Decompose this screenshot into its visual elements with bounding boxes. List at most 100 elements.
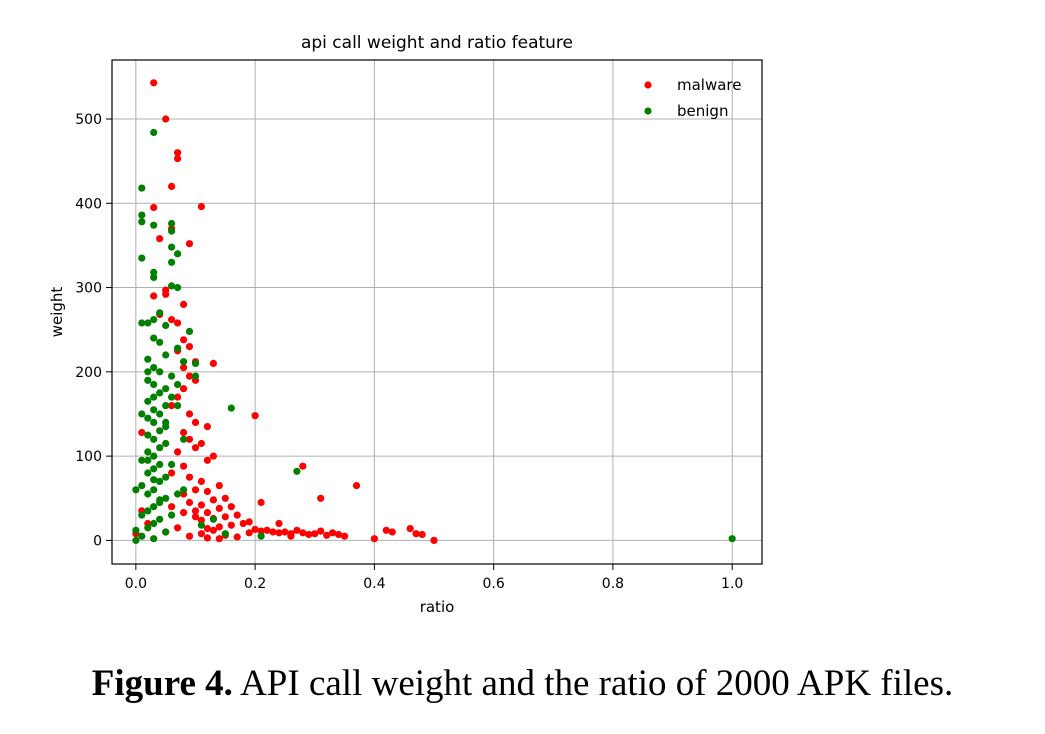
malware-point [221,494,229,502]
benign-point [150,128,158,137]
benign-point [197,521,205,529]
malware-point [311,530,319,538]
benign-point [150,476,158,484]
x-tick-label: 0.6 [483,576,505,592]
malware-point [317,494,325,502]
malware-point [180,336,188,344]
malware-point [412,530,420,538]
legend-label-benign: benign [677,102,728,120]
benign-point [156,338,164,346]
x-tick-label: 0.0 [125,576,147,592]
malware-point [185,343,194,351]
benign-point [138,319,146,327]
malware-point [185,498,194,507]
malware-point [191,486,200,494]
malware-point [209,359,217,367]
benign-point [150,503,158,511]
benign-point [168,219,176,228]
benign-point [144,469,152,477]
malware-point [418,530,426,539]
malware-point [168,402,176,410]
y-tick-label: 100 [75,449,102,465]
malware-point [197,501,205,509]
malware-point [388,528,396,536]
caption-text: API call weight and the ratio of 2000 AP… [232,663,954,704]
benign-point [144,524,152,532]
benign-point [221,530,229,538]
malware-point [299,462,307,470]
benign-point [191,359,200,367]
data-points [132,79,736,545]
malware-point [180,300,188,308]
x-tick-label: 0.8 [602,576,624,592]
malware-point [162,290,170,298]
malware-point [215,535,223,543]
malware-point [150,79,158,87]
malware-point [275,519,283,528]
benign-point [150,316,158,324]
benign-point [150,486,158,494]
benign-point [162,418,170,426]
benign-point [150,393,158,401]
benign-point [150,334,158,342]
benign-point [150,519,158,528]
benign-point [144,490,152,498]
benign-point [227,404,235,412]
malware-point [185,435,194,443]
benign-point [132,486,140,494]
benign-point [138,410,146,418]
malware-point [227,521,235,529]
y-tick-label: 500 [75,112,102,128]
benign-point [144,431,152,439]
benign-point [144,414,152,422]
malware-point [370,535,378,543]
benign-point [180,486,188,494]
benign-point [132,536,140,545]
malware-point [251,525,259,534]
malware-point [227,503,235,511]
benign-point [162,473,170,481]
benign-point [138,218,146,226]
malware-point [209,496,217,504]
malware-point [197,530,205,538]
malware-point [197,477,205,485]
malware-point [150,292,158,300]
malware-point [174,448,182,456]
malware-point [180,508,188,517]
legend-marker-benign [644,107,652,115]
plot-frame [111,59,763,565]
malware-point [299,529,307,537]
malware-point [168,503,176,511]
malware-point [329,529,337,537]
benign-point [728,535,736,543]
malware-point [185,473,194,481]
benign-point [162,528,170,536]
malware-point [197,203,205,211]
benign-point [150,435,158,443]
malware-point [174,393,182,401]
series-benign [132,128,736,545]
malware-point [215,523,223,531]
malware-point [203,534,211,542]
benign-point [156,477,164,485]
benign-point [162,351,170,359]
x-tick-label: 0.4 [363,576,385,592]
benign-point [168,243,176,251]
malware-point [168,182,176,190]
malware-point [191,418,200,426]
malware-point [221,513,229,521]
benign-point [144,456,152,464]
scatter-chart: 0.0 0.2 0.4 0.6 0.8 1.0 0 100 200 300 400 500 api c… [48,33,763,616]
benign-point [162,439,170,448]
malware-point [180,462,188,470]
malware-point [257,498,265,507]
benign-point [156,515,164,523]
malware-point [215,482,223,490]
malware-point [335,530,343,539]
x-tick-label: 1.0 [721,576,743,592]
malware-point [168,316,176,324]
benign-point [144,319,152,327]
malware-point [174,319,182,327]
malware-point [341,532,349,540]
benign-point [156,309,164,317]
